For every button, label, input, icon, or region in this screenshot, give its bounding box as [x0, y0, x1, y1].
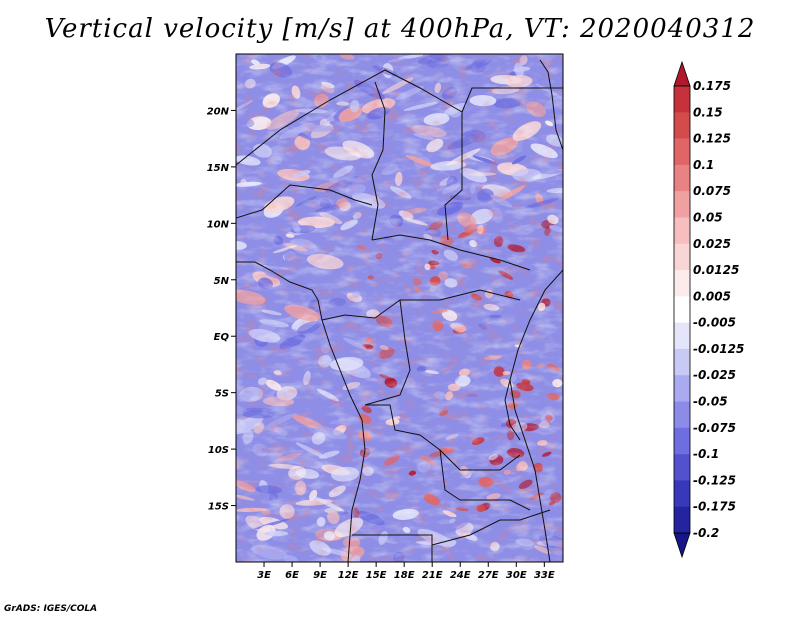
colorbar-segment — [674, 401, 690, 429]
border-south-3 — [352, 534, 433, 562]
colorbar-segment — [674, 86, 690, 113]
colorbar-label: -0.005 — [693, 316, 736, 330]
country-borders — [236, 59, 563, 562]
colorbar-label: 0.175 — [693, 79, 731, 93]
colorbar-segment — [674, 375, 690, 402]
colorbar-min-arrow — [673, 532, 691, 559]
y-tick-label: 20N — [207, 106, 230, 117]
x-axis: 3E 6E 9E 12E 15E 18E 21E 24E 27E 30E 33E — [257, 562, 555, 581]
border-north-3 — [371, 81, 386, 241]
colorbar-segment — [674, 270, 690, 297]
y-tick-label: 10N — [207, 219, 230, 230]
colorbar-label: -0.05 — [693, 395, 728, 409]
colorbar-segment — [674, 454, 690, 481]
colorbar-label: 0.125 — [693, 132, 731, 146]
colorbar-segment — [674, 506, 690, 534]
y-tick-label: 15N — [207, 163, 230, 174]
y-tick-label: 15S — [208, 502, 229, 513]
colorbar-frame — [673, 85, 691, 534]
x-tick-label: 15E — [366, 570, 387, 581]
colorbar-segment — [674, 480, 690, 507]
colorbar-label: 0.0125 — [693, 263, 739, 277]
colorbar-segment — [674, 112, 690, 139]
colorbar-label: -0.2 — [693, 526, 719, 540]
credit-text: GrADS: IGES/COLA — [4, 604, 98, 614]
x-tick-label: 33E — [534, 570, 555, 581]
border-south-2 — [439, 449, 531, 511]
coast-northeast — [539, 59, 563, 151]
y-tick-label: 10S — [208, 445, 229, 456]
border-north-2 — [461, 87, 563, 113]
border-south-4 — [431, 509, 551, 546]
x-tick-label: 24E — [450, 570, 471, 581]
colorbar-label: -0.075 — [693, 421, 736, 435]
border-central-2 — [371, 234, 531, 271]
colorbar-label: 0.05 — [693, 211, 723, 225]
border-central-3 — [364, 299, 411, 406]
plot-frame — [235, 53, 564, 563]
colorbar: 0.175 0.15 0.125 0.1 0.075 0.05 0.025 0.0125 0.0… — [673, 60, 744, 559]
colorbar-label: -0.125 — [693, 473, 736, 487]
lake-east — [504, 379, 521, 441]
colorbar-label: -0.025 — [693, 368, 736, 382]
colorbar-segment — [674, 427, 690, 455]
colorbar-segment — [674, 164, 690, 192]
colorbar-label: -0.175 — [693, 500, 736, 514]
colorbar-segment — [674, 191, 690, 218]
colorbar-segment — [674, 217, 690, 245]
y-tick-label: 5S — [215, 389, 229, 400]
y-tick-label: EQ — [214, 332, 230, 343]
x-tick-label: 30E — [506, 570, 527, 581]
colorbar-segment — [674, 296, 690, 323]
colorbar-segment — [674, 243, 690, 271]
x-tick-label: 18E — [394, 570, 415, 581]
coastline-west — [236, 261, 366, 562]
map-field — [236, 54, 563, 562]
colorbar-segment — [674, 322, 690, 350]
x-tick-label: 12E — [338, 570, 359, 581]
y-tick-label: 5N — [214, 276, 230, 287]
colorbar-segment — [674, 138, 690, 166]
colorbar-max-arrow — [673, 60, 691, 87]
colorbar-label: 0.1 — [693, 158, 714, 172]
border-north-4 — [236, 184, 373, 219]
coastline-east — [509, 269, 563, 562]
x-tick-label: 21E — [422, 570, 443, 581]
x-tick-label: 9E — [313, 570, 327, 581]
x-tick-label: 27E — [478, 570, 499, 581]
x-tick-label: 6E — [285, 570, 299, 581]
colorbar-label: -0.0125 — [693, 342, 744, 356]
colorbar-label: 0.15 — [693, 105, 723, 119]
colorbar-label: -0.1 — [693, 447, 719, 461]
y-axis: 20N 15N 10N 5N EQ 5S 10S 15S — [207, 106, 236, 513]
border-south-1 — [365, 404, 521, 471]
field-texture-white — [236, 54, 563, 562]
colorbar-label: 0.075 — [693, 184, 731, 198]
chart-title: Vertical velocity [m/s] at 400hPa, VT: 2… — [44, 14, 756, 44]
x-tick-label: 3E — [257, 570, 271, 581]
colorbar-label: 0.005 — [693, 289, 731, 303]
colorbar-label: 0.025 — [693, 237, 731, 251]
border-north-1 — [236, 69, 463, 241]
colorbar-segment — [674, 348, 690, 376]
